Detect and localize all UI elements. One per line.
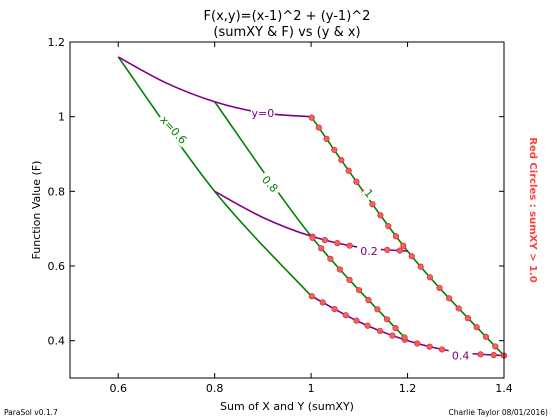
marker-1 (426, 274, 434, 281)
series-label-bg (257, 170, 284, 197)
marker-1 (353, 178, 360, 185)
series-label-0-4: 0.4 (452, 350, 470, 363)
series-label-x-0-6: x=0.6 (157, 113, 189, 146)
marker-0-8 (346, 276, 353, 284)
series-label-bg (357, 244, 381, 258)
marker-1 (455, 305, 462, 312)
marker-1 (392, 233, 400, 240)
marker-0-2 (396, 247, 403, 254)
ticks-layer: 0.6 0.8 1 1.2 1.4 0.4 0.6 0.8 1 1.2 (48, 36, 513, 395)
marker-0-8 (383, 316, 391, 323)
chart-title: F(x,y)=(x-1)^2 + (y-1)^2 (204, 9, 371, 24)
marker-1 (323, 135, 330, 142)
marker-0-4 (426, 343, 433, 350)
x-tick-label: 1.4 (495, 382, 513, 395)
marker-0-4 (353, 317, 360, 324)
series-label-0-2: 0.2 (360, 245, 378, 258)
series-label-bg (156, 111, 192, 148)
series-label-group-x-0-6: x=0.6 (156, 111, 192, 148)
marker-0-8 (318, 245, 325, 252)
marker-0-4 (414, 340, 421, 347)
marker-0-8 (365, 296, 372, 304)
marker-1 (308, 114, 315, 121)
right-side-label: Red Circles : sumXY > 1.0 (527, 137, 538, 282)
y-axis-label: Function Value (F) (30, 161, 43, 260)
marker-1 (338, 156, 345, 164)
plot-frame (69, 41, 505, 379)
marker-0-4 (342, 312, 349, 319)
marker-0-4 (477, 351, 484, 358)
marker-1 (331, 146, 338, 154)
series-label-group-0-4: 0.4 (448, 348, 473, 363)
marker-0-4 (308, 293, 315, 300)
y-tick-label: 0.8 (48, 185, 66, 198)
y-tick-label: 0.6 (48, 260, 66, 273)
series-line-0-8 (214, 101, 409, 342)
marker-0-4 (319, 299, 326, 306)
series-label-bg (360, 184, 378, 202)
marker-0-8 (336, 266, 343, 273)
marker-1 (377, 212, 384, 219)
marker-1 (446, 295, 453, 302)
x-axis-label: Sum of X and Y (sumXY) (220, 400, 354, 413)
series-line-0-2 (214, 190, 408, 252)
series-label-bg (448, 348, 473, 362)
marker-1 (482, 333, 490, 340)
marker-1 (436, 284, 443, 292)
series-line-y-0 (117, 56, 312, 118)
chart-subtitle: (sumXY & F) vs (y & x) (213, 25, 360, 40)
markers-layer (308, 114, 508, 359)
x-lines-layer (117, 56, 505, 357)
marker-0-8 (309, 234, 316, 241)
marker-1 (473, 324, 480, 331)
marker-1 (400, 242, 407, 249)
series-label-group-y-0: y=0 (250, 105, 275, 120)
x-tick-label: 1.2 (399, 382, 417, 395)
y-lines-layer (117, 56, 505, 357)
series-label-y-0: y=0 (252, 107, 275, 120)
marker-0-2 (384, 246, 391, 254)
series-line-x-0-6 (117, 56, 312, 297)
marker-1 (464, 315, 472, 322)
footer-author: Charlie Taylor 08/01/2016) (448, 408, 548, 417)
marker-0-4 (438, 346, 446, 353)
marker-1 (315, 124, 322, 131)
marker-1 (492, 343, 499, 350)
series-line-1 (310, 116, 505, 357)
marker-0-2 (334, 240, 341, 247)
marker-1 (408, 253, 415, 260)
marker-0-4 (389, 332, 396, 339)
marker-0-4 (490, 351, 497, 359)
marker-0-8 (327, 255, 334, 262)
marker-0-8 (355, 287, 363, 294)
series-label-bg (250, 105, 275, 119)
marker-0-2 (321, 236, 328, 244)
marker-0-8 (401, 334, 408, 341)
marker-1 (369, 201, 376, 208)
y-tick-label: 1.2 (48, 36, 66, 49)
marker-1 (345, 167, 352, 174)
footer-version: ParaSol v0.1.7 (4, 408, 58, 417)
series-label-group-1: 1 (360, 184, 378, 202)
marker-0-8 (374, 306, 381, 313)
marker-0-4 (376, 327, 384, 335)
marker-0-8 (392, 325, 399, 332)
x-tick-label: 0.6 (109, 382, 127, 395)
y-tick-label: 0.4 (48, 335, 66, 348)
series-label-group-0-2: 0.2 (357, 244, 381, 258)
marker-1 (385, 222, 392, 230)
y-tick-label: 1 (58, 111, 65, 124)
marker-0-2 (346, 242, 353, 249)
marker-0-4 (331, 305, 338, 313)
marker-1 (417, 263, 424, 270)
marker-0-4 (364, 322, 371, 329)
x-tick-label: 1 (308, 382, 315, 395)
x-tick-label: 0.8 (206, 382, 224, 395)
